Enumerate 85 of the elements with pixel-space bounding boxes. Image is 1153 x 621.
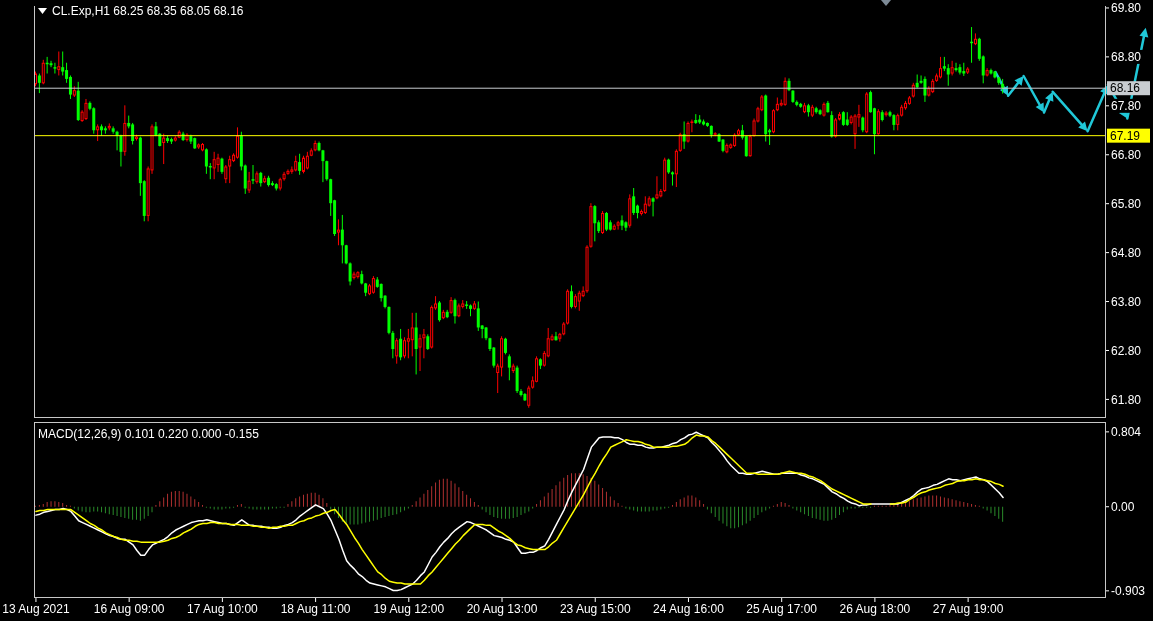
x-tick-label: 19 Aug 12:00 <box>373 601 445 616</box>
text: MACD(12,26,9) 0.101 0.220 0.000 -0.155 <box>38 427 259 441</box>
candlestick <box>212 151 216 180</box>
candlestick <box>577 290 581 312</box>
candlestick <box>601 210 605 235</box>
candlestick <box>783 76 787 107</box>
y-tick-label: 68.80 <box>1111 50 1142 65</box>
candlestick <box>41 59 45 85</box>
x-tick-label: 13 Aug 2021 <box>2 601 70 616</box>
candlestick <box>954 62 958 73</box>
candlestick <box>437 300 441 323</box>
candlestick <box>570 284 573 309</box>
candlestick <box>923 75 927 103</box>
x-tick-label: 20 Aug 13:00 <box>466 601 538 616</box>
candlestick <box>674 148 678 188</box>
candlestick <box>958 63 962 75</box>
candlestick <box>655 175 659 200</box>
candlestick <box>876 108 880 136</box>
candlestick <box>507 353 511 381</box>
x-tick-label: 26 Aug 18:00 <box>839 601 911 616</box>
candlestick <box>352 271 356 281</box>
candlestick <box>527 385 531 409</box>
candlestick <box>119 134 123 167</box>
candlestick <box>395 337 399 365</box>
candlestick <box>336 218 340 246</box>
candlestick <box>406 328 410 359</box>
candlestick <box>418 333 422 372</box>
candlestick <box>604 211 608 232</box>
candlestick <box>686 120 690 144</box>
ref-line-label: 67.19 <box>1110 128 1141 143</box>
candlestick <box>670 170 674 187</box>
candlestick <box>228 155 232 184</box>
candlestick <box>554 331 558 342</box>
candlestick <box>476 301 480 332</box>
candlestick <box>620 214 624 231</box>
x-tick-label: 27 Aug 19:00 <box>932 601 1004 616</box>
candlestick <box>204 147 208 175</box>
y-tick-label: 65.80 <box>1111 196 1142 211</box>
chart-title: CL.Exp,H1 68.25 68.35 68.05 68.16 <box>52 4 244 18</box>
candlestick <box>946 63 950 87</box>
x-tick-label: 24 Aug 16:00 <box>653 601 725 616</box>
candlestick <box>651 196 655 217</box>
candlestick <box>834 117 838 139</box>
candlestick <box>247 171 251 194</box>
candlestick <box>53 62 57 75</box>
candlestick <box>682 120 686 150</box>
y-tick-label: 0.804 <box>1111 425 1142 440</box>
x-tick-label: 23 Aug 15:00 <box>559 601 631 616</box>
y-tick-label: 66.80 <box>1111 148 1142 163</box>
y-tick-label: 67.80 <box>1111 99 1142 114</box>
y-tick-label: 62.80 <box>1111 343 1142 358</box>
candlestick <box>402 336 406 359</box>
candlestick <box>162 133 166 165</box>
candlestick <box>235 126 239 160</box>
y-tick-label: -0.903 <box>1111 584 1146 599</box>
candlestick <box>884 110 888 118</box>
candlestick <box>616 220 620 231</box>
candlestick <box>830 110 834 139</box>
y-tick-label: 64.80 <box>1111 245 1142 260</box>
y-tick-label: 69.80 <box>1111 1 1142 16</box>
candlestick <box>84 98 88 121</box>
candlestick <box>399 328 403 361</box>
y-tick-label: 61.80 <box>1111 392 1142 407</box>
candlestick <box>515 365 519 394</box>
y-tick-label: 0.00 <box>1111 500 1135 514</box>
candlestick <box>251 164 255 185</box>
candlestick <box>61 51 65 76</box>
ref-line-label: 68.16 <box>1110 81 1141 96</box>
candlestick <box>771 108 775 134</box>
candlestick <box>414 312 418 375</box>
candlestick <box>950 60 954 76</box>
candlestick <box>243 164 247 195</box>
candlestick <box>593 204 597 242</box>
x-tick-label: 25 Aug 17:00 <box>746 601 818 616</box>
y-tick-label: 63.80 <box>1111 294 1142 309</box>
candlestick <box>678 132 682 153</box>
candlestick <box>68 74 72 100</box>
candlestick <box>632 187 636 216</box>
candlestick <box>410 312 414 357</box>
x-tick-label: 18 Aug 11:00 <box>280 601 351 616</box>
candlestick <box>57 51 61 76</box>
candlestick <box>340 214 344 264</box>
x-tick-label: 17 Aug 10:00 <box>187 601 259 616</box>
x-tick-label: 16 Aug 09:00 <box>93 601 165 616</box>
candlestick <box>453 298 457 325</box>
